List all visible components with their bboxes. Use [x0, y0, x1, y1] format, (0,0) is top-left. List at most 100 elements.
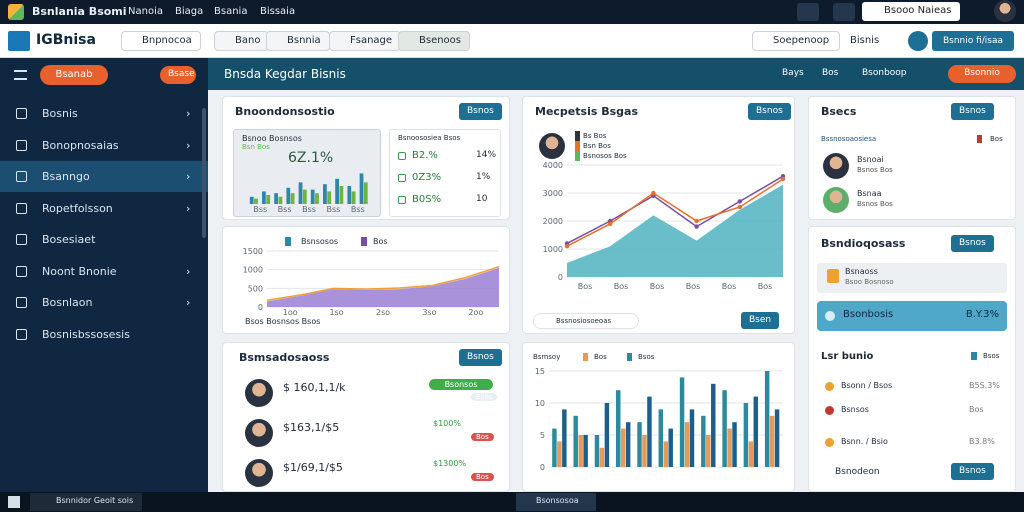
icon-button[interactable]	[797, 3, 819, 21]
bar	[351, 191, 356, 204]
chevron: ›	[186, 201, 191, 215]
highlight-row[interactable]: Bsonbosis B.Y.3%	[817, 301, 1007, 331]
filter-pill[interactable]: Bano	[214, 31, 270, 51]
nav-item[interactable]: Noont Bnonie ›	[0, 256, 208, 287]
card-button[interactable]: Bsnos	[748, 103, 791, 120]
bar	[727, 428, 732, 467]
legend-item: Bsnosos Bos	[575, 151, 627, 161]
list-value: B3.8%	[969, 437, 995, 446]
header-button[interactable]: Bsonnio	[948, 65, 1016, 83]
x-tick-label: 1oo	[283, 308, 298, 317]
link[interactable]: Bisnis	[850, 35, 880, 46]
chevron: ›	[186, 138, 191, 152]
list-title: Lsr bunio	[821, 351, 874, 362]
avatar	[823, 153, 849, 179]
chevron: ›	[186, 107, 191, 120]
icon-button[interactable]	[833, 3, 855, 21]
highlight-label: Bsonbosis	[843, 309, 894, 320]
menu[interactable]: Nanoia	[128, 6, 163, 17]
search-box[interactable]: Bsooo Naieas	[862, 2, 960, 21]
header-link[interactable]: Bos	[822, 68, 839, 78]
secondary-button[interactable]: Bsase	[160, 66, 196, 84]
nav-label: Bonopnosaias	[42, 138, 119, 152]
filter-pill[interactable]: Fsanage	[329, 31, 402, 51]
menu[interactable]: Bsania	[214, 6, 248, 17]
logo-icon	[8, 31, 30, 51]
x-tick-label: 1so	[330, 308, 344, 317]
nav-item[interactable]: Bosesiaet	[0, 224, 208, 255]
chevron: ›	[186, 264, 191, 278]
bar	[764, 371, 770, 467]
bar	[249, 196, 254, 204]
bar	[625, 422, 631, 467]
toolbar: IGBnisa Bnpnocoa Bano Bsnnia Fsanage Bse…	[0, 24, 1024, 58]
card-button[interactable]: Bsnos	[459, 349, 502, 366]
nav-label: Bsanngo	[42, 170, 90, 183]
legend-item: Bos	[583, 353, 607, 361]
amount: $163,1/$5	[283, 421, 340, 434]
nav-item[interactable]: Bonopnosaias ›	[0, 130, 208, 161]
y-tick-label: 0	[258, 303, 263, 312]
nav-item[interactable]: Bosnis ›	[0, 98, 208, 129]
nav-item[interactable]: Bsanngo ›	[0, 161, 208, 192]
menu[interactable]: Biaga	[175, 6, 204, 17]
stat-change: 14%	[476, 150, 497, 160]
contact-detail: Bsnos Bos	[857, 200, 893, 208]
icon	[825, 311, 835, 321]
stat-check	[398, 196, 406, 204]
header-link[interactable]: Bsonboop	[862, 68, 907, 78]
bar	[583, 435, 588, 467]
bar	[753, 396, 759, 467]
chevron: ›	[186, 296, 191, 309]
search-box[interactable]: Bnpnocoa	[121, 31, 201, 51]
amount: $1/69,1/$5	[283, 461, 343, 474]
bar	[274, 193, 278, 204]
bar	[278, 196, 283, 204]
scrollbar	[202, 108, 206, 238]
avatar[interactable]	[994, 0, 1016, 22]
bar	[315, 193, 319, 204]
bar	[339, 186, 344, 204]
bar	[701, 415, 706, 467]
menu-icon[interactable]	[14, 70, 27, 80]
select[interactable]: Soepenoop	[752, 31, 840, 51]
nav-label: Noont Bnonie	[42, 264, 117, 278]
footer-label: Bsnodeon	[835, 467, 880, 477]
point	[694, 218, 699, 224]
primary-button[interactable]: Bsnnio fi/isaa	[932, 31, 1014, 51]
menu[interactable]: Bissaia	[260, 6, 296, 17]
mini-value: 6Z.1%	[288, 150, 334, 166]
start-button[interactable]	[8, 496, 20, 508]
taskbar-app[interactable]: Bsonsosoa	[516, 493, 596, 511]
stat-value: B2.%	[412, 150, 438, 161]
card-button[interactable]: Bsnos	[951, 463, 994, 480]
task-item[interactable]: Bsnaoss Bsoo Bosnoso	[817, 263, 1007, 293]
header-link[interactable]: Bays	[782, 68, 804, 78]
filter-pill[interactable]: Bsenoos	[398, 31, 471, 51]
card-button[interactable]: Bsen	[741, 312, 780, 329]
item-title: Bsnaoss	[845, 267, 878, 276]
chart-footer: Bsos Bosnsos Bsos	[245, 317, 321, 326]
bar	[557, 441, 562, 467]
bar	[302, 189, 307, 204]
nav-item[interactable]: Ropetfolsson ›	[0, 193, 208, 224]
card: Bsmsadosaoss Bsnos $ 160,1,1/k Bsonsos Bso…	[222, 342, 510, 492]
taskbar-search[interactable]: Bsnnidor Geoit sois	[30, 493, 142, 511]
brand: Bsnlania Bsomi	[32, 5, 127, 18]
icon-button[interactable]	[908, 31, 928, 51]
stat-change: 1%	[476, 172, 491, 182]
bar	[668, 428, 673, 467]
bar	[642, 435, 647, 467]
nav-item[interactable]: Bosnlaon ›	[0, 287, 208, 318]
card-button[interactable]: Bsnos	[951, 103, 994, 120]
nav-item[interactable]: Bosnisbssosesis	[0, 319, 208, 350]
card-button[interactable]: Bsnos	[459, 103, 502, 120]
filter-pill[interactable]: Bsnnia	[266, 31, 330, 51]
area	[567, 184, 783, 277]
card-button[interactable]: Bsnos	[951, 235, 994, 252]
primary-button[interactable]: Bsanab	[40, 65, 108, 85]
area-chart: 0 500 1000 1500 1oo 1so 2so 3so 2oo	[243, 247, 500, 317]
chip[interactable]: Bssnosiosoeoas	[533, 313, 639, 329]
y-tick-label: 5	[540, 431, 545, 440]
bar	[679, 377, 685, 467]
